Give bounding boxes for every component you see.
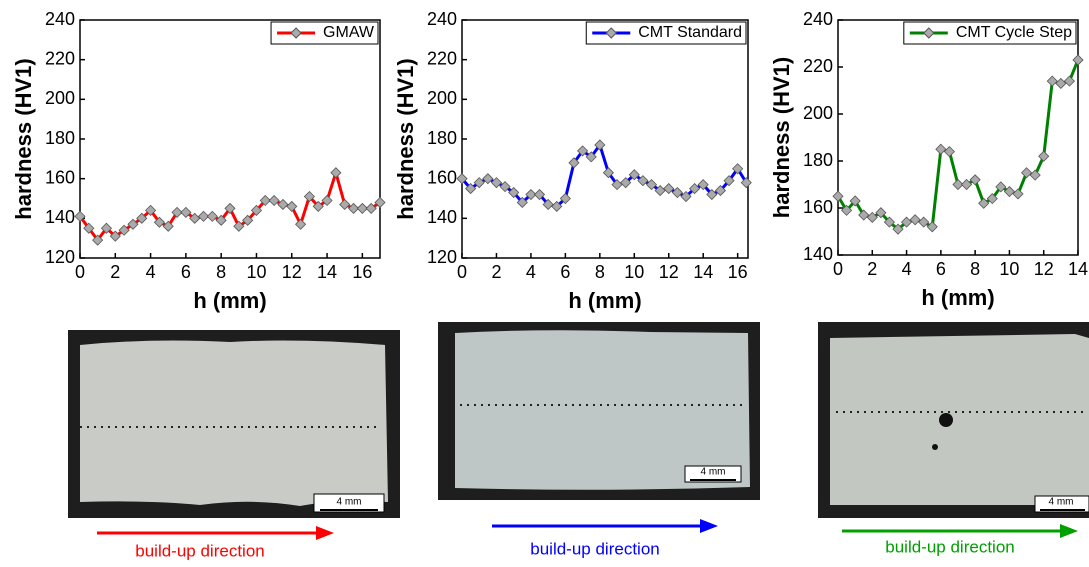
x-tick-label: 12 (282, 262, 302, 282)
x-tick-label: 4 (902, 259, 912, 279)
data-point (207, 211, 217, 221)
x-tick-label: 10 (999, 259, 1019, 279)
x-tick-label: 0 (833, 259, 843, 279)
data-point (664, 184, 674, 194)
data-point (1030, 170, 1040, 180)
y-axis-label: hardness (HV1) (769, 57, 794, 218)
data-point (910, 215, 920, 225)
data-point (331, 168, 341, 178)
scale-bar-label: 4 mm (701, 467, 726, 478)
y-tick-label: 120 (427, 247, 457, 267)
legend-label: CMT Standard (638, 24, 742, 41)
x-tick-label: 8 (970, 259, 980, 279)
x-tick-label: 2 (110, 262, 120, 282)
x-tick-label: 8 (595, 262, 605, 282)
caption: build-up direction (530, 539, 659, 558)
x-tick-label: 6 (936, 259, 946, 279)
data-point (944, 147, 954, 157)
chart: 120 140 160 180 200 220 240 0 2 4 6 8 10 12 14 16 h (mm)… (393, 9, 751, 313)
x-tick-label: 4 (146, 262, 156, 282)
chart: 120 140 160 180 200 220 240 0 2 4 6 8 10 12 14 16 h (mm)… (11, 9, 385, 313)
series-line (462, 145, 746, 206)
micrograph: 4 mm build-up direction (68, 330, 400, 560)
data-point (287, 201, 297, 211)
x-tick-label: 14 (1068, 259, 1088, 279)
data-point (1013, 189, 1023, 199)
x-tick-label: 0 (457, 262, 467, 282)
y-tick-label: 120 (45, 247, 75, 267)
y-tick-label: 220 (45, 48, 75, 68)
x-tick-label: 0 (75, 262, 85, 282)
caption: build-up direction (885, 537, 1014, 556)
chart: 140 160 180 200 220 240 0 2 4 6 8 10 12 14 h (mm) hardn… (769, 9, 1088, 310)
x-axis-label: h (mm) (193, 288, 266, 313)
y-tick-label: 140 (803, 244, 833, 264)
y-tick-label: 180 (803, 150, 833, 170)
data-point (340, 199, 350, 209)
x-tick-label: 16 (352, 262, 372, 282)
y-tick-label: 220 (803, 56, 833, 76)
plot-frame (462, 20, 748, 258)
legend: CMT Standard (586, 22, 746, 44)
y-tick-label: 240 (803, 9, 833, 29)
data-point (1073, 55, 1083, 65)
x-tick-label: 6 (560, 262, 570, 282)
x-tick-label: 12 (659, 262, 679, 282)
y-tick-label: 200 (427, 88, 457, 108)
data-point (278, 199, 288, 209)
x-tick-label: 2 (867, 259, 877, 279)
legend-label: CMT Cycle Step (956, 24, 1072, 41)
scale-bar-label: 4 mm (337, 497, 362, 508)
x-tick-label: 10 (624, 262, 644, 282)
caption: build-up direction (135, 541, 264, 560)
y-tick-label: 200 (803, 103, 833, 123)
y-tick-label: 180 (45, 128, 75, 148)
y-tick-label: 140 (45, 207, 75, 227)
x-tick-label: 14 (693, 262, 713, 282)
y-tick-label: 200 (45, 88, 75, 108)
page: {"chart_data": [ {"type": "line", "xlabe… (0, 0, 1089, 562)
y-tick-label: 140 (427, 207, 457, 227)
legend: GMAW (271, 22, 378, 44)
data-point (672, 188, 682, 198)
data-point (1056, 78, 1066, 88)
data-point (936, 144, 946, 154)
x-axis-label: h (mm) (568, 288, 641, 313)
data-point (296, 219, 306, 229)
scale-bar-label: 4 mm (1049, 497, 1074, 508)
y-axis-label: hardness (HV1) (393, 58, 418, 219)
y-tick-label: 220 (427, 48, 457, 68)
data-point (269, 195, 279, 205)
micrograph: 4 mm build-up direction (818, 322, 1089, 556)
data-point (1039, 151, 1049, 161)
data-point (1064, 76, 1074, 86)
plot-frame (80, 20, 380, 258)
y-tick-label: 160 (427, 167, 457, 187)
x-tick-label: 4 (526, 262, 536, 282)
data-point (483, 174, 493, 184)
y-tick-label: 240 (45, 9, 75, 29)
legend-label: GMAW (323, 24, 375, 41)
data-point (1047, 76, 1057, 86)
y-tick-label: 160 (803, 197, 833, 217)
legend: CMT Cycle Step (904, 22, 1076, 44)
y-tick-label: 180 (427, 128, 457, 148)
x-tick-label: 14 (317, 262, 337, 282)
y-tick-label: 160 (45, 167, 75, 187)
x-tick-label: 6 (181, 262, 191, 282)
data-point (1022, 168, 1032, 178)
x-axis-label: h (mm) (921, 285, 994, 310)
micrograph: 4 mm build-up direction (438, 322, 760, 558)
series-line (838, 60, 1078, 229)
x-tick-label: 8 (216, 262, 226, 282)
x-tick-label: 12 (1034, 259, 1054, 279)
y-tick-label: 240 (427, 9, 457, 29)
figure: 4 mm build-up direction 4 mm build-up di… (0, 0, 1089, 562)
x-tick-label: 16 (728, 262, 748, 282)
x-tick-label: 10 (246, 262, 266, 282)
x-tick-label: 2 (491, 262, 501, 282)
y-axis-label: hardness (HV1) (11, 58, 36, 219)
data-point (491, 178, 501, 188)
